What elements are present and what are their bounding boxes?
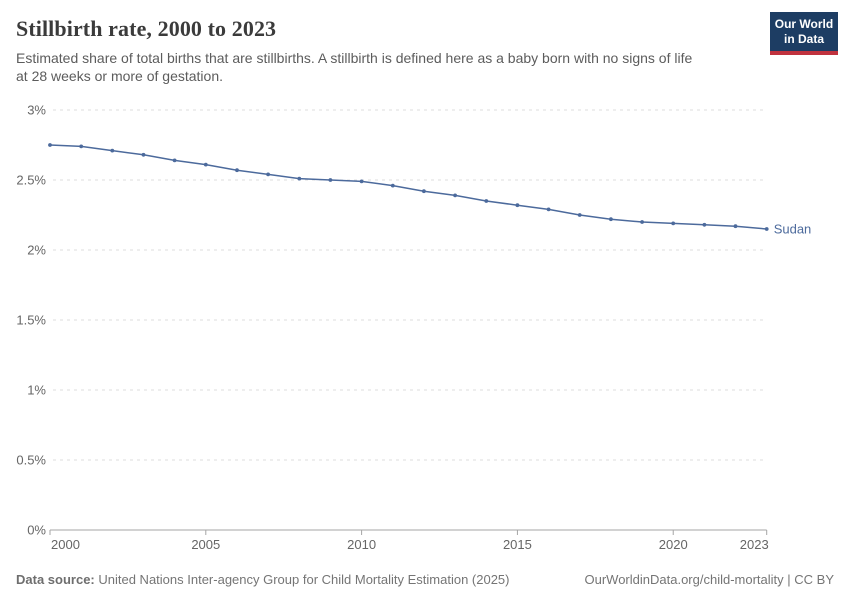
data-point[interactable]	[546, 207, 551, 212]
data-point[interactable]	[359, 179, 364, 184]
data-point[interactable]	[110, 148, 115, 153]
owid-logo[interactable]: Our World in Data	[770, 12, 838, 55]
owid-logo-line1: Our World	[774, 17, 834, 31]
data-point[interactable]	[390, 183, 395, 188]
data-point[interactable]	[422, 189, 426, 194]
y-axis-tick-label: 3%	[27, 103, 46, 118]
y-axis-tick-label: 1%	[27, 383, 46, 398]
data-point[interactable]	[297, 176, 302, 181]
y-axis-tick-label: 1.5%	[16, 313, 46, 328]
y-axis-tick-label: 0.5%	[16, 453, 46, 468]
data-point[interactable]	[764, 227, 769, 231]
data-point[interactable]	[141, 152, 146, 157]
owid-logo-line2: in Data	[783, 32, 824, 46]
data-point[interactable]	[266, 172, 270, 177]
chart-header: Stillbirth rate, 2000 to 2023 Estimated …	[0, 0, 850, 85]
data-point[interactable]	[640, 220, 644, 224]
data-source-label: Data source:	[16, 572, 95, 587]
chart-subtitle: Estimated share of total births that are…	[16, 50, 693, 84]
x-axis-tick-label: 2020	[659, 537, 688, 552]
series-label-sudan[interactable]: Sudan	[774, 222, 812, 237]
x-axis-tick-label: 2015	[503, 537, 532, 552]
data-point[interactable]	[235, 168, 239, 173]
x-axis-tick-label: 2010	[347, 537, 376, 552]
data-source-text: United Nations Inter-agency Group for Ch…	[94, 572, 510, 587]
x-axis-tick-label: 2005	[191, 537, 220, 552]
data-point[interactable]	[484, 199, 489, 203]
data-point[interactable]	[203, 162, 208, 167]
data-point[interactable]	[328, 178, 333, 182]
y-axis-tick-label: 2%	[27, 243, 46, 258]
data-point[interactable]	[671, 221, 676, 226]
data-point[interactable]	[48, 143, 52, 147]
x-axis-tick-label: 2023	[740, 537, 769, 552]
data-point[interactable]	[453, 193, 457, 198]
data-point[interactable]	[515, 203, 520, 208]
data-point[interactable]	[609, 217, 613, 222]
y-axis-tick-label: 0%	[27, 523, 46, 538]
chart-title: Stillbirth rate, 2000 to 2023	[16, 16, 277, 41]
data-point[interactable]	[577, 213, 582, 217]
y-axis-tick-label: 2.5%	[16, 173, 46, 188]
license-link[interactable]: OurWorldinData.org/child-mortality | CC …	[584, 572, 835, 587]
data-point[interactable]	[702, 222, 707, 227]
chart-footer: Data source: United Nations Inter-agency…	[16, 572, 834, 587]
data-point[interactable]	[79, 144, 84, 149]
data-point[interactable]	[172, 158, 177, 163]
x-axis-tick-label: 2000	[51, 537, 80, 552]
series-line-sudan[interactable]	[49, 144, 767, 230]
data-source-note: Data source: United Nations Inter-agency…	[16, 572, 510, 587]
data-point[interactable]	[733, 224, 738, 229]
